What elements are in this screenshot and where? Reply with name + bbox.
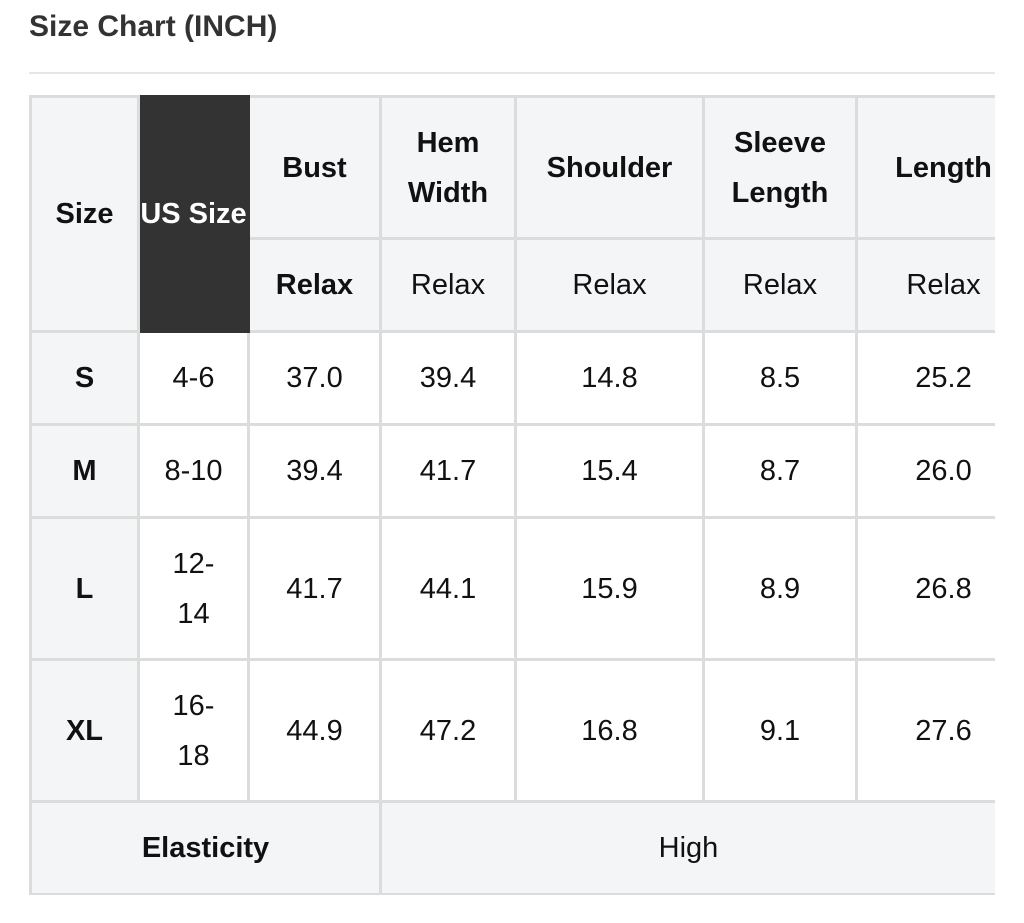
- value-cell: 37.0: [247, 330, 382, 426]
- divider: [29, 72, 995, 74]
- value-cell: 15.9: [514, 516, 705, 661]
- size-chart-table: Size US Size Bust Hem Width Shoulder Sle…: [29, 95, 995, 895]
- header-hem-width: Hem Width: [379, 95, 517, 240]
- size-cell: XL: [29, 658, 140, 803]
- size-cell: S: [29, 330, 140, 426]
- fit-length: Relax: [855, 237, 995, 333]
- table-row: M 8-10 39.4 41.7 15.4 8.7 26.0: [29, 423, 995, 519]
- value-cell: 9.1: [702, 658, 858, 803]
- value-cell: 8.5: [702, 330, 858, 426]
- value-cell: 47.2: [379, 658, 517, 803]
- fit-hem-width: Relax: [379, 237, 517, 333]
- header-length: Length: [855, 95, 995, 240]
- table-row: L 12-14 41.7 44.1 15.9 8.9 26.8: [29, 516, 995, 661]
- us-size-cell: 8-10: [137, 423, 250, 519]
- value-cell: 8.7: [702, 423, 858, 519]
- value-cell: 39.4: [247, 423, 382, 519]
- value-cell: 41.7: [247, 516, 382, 661]
- table-row: S 4-6 37.0 39.4 14.8 8.5 25.2: [29, 330, 995, 426]
- size-cell: L: [29, 516, 140, 661]
- elasticity-row: Elasticity High: [29, 800, 995, 895]
- fit-sleeve-length: Relax: [702, 237, 858, 333]
- header-size: Size: [29, 95, 140, 333]
- value-cell: 26.8: [855, 516, 995, 661]
- us-size-cell: 4-6: [137, 330, 250, 426]
- value-cell: 8.9: [702, 516, 858, 661]
- us-size-cell: 16-18: [137, 658, 250, 803]
- value-cell: 44.9: [247, 658, 382, 803]
- size-cell: M: [29, 423, 140, 519]
- fit-bust: Relax: [247, 237, 382, 333]
- value-cell: 14.8: [514, 330, 705, 426]
- header-sleeve-length: Sleeve Length: [702, 95, 858, 240]
- value-cell: 16.8: [514, 658, 705, 803]
- header-bust: Bust: [247, 95, 382, 240]
- table-row: XL 16-18 44.9 47.2 16.8 9.1 27.6: [29, 658, 995, 803]
- header-shoulder: Shoulder: [514, 95, 705, 240]
- fit-shoulder: Relax: [514, 237, 705, 333]
- elasticity-value: High: [379, 800, 995, 895]
- header-us-size: US Size: [137, 95, 250, 333]
- value-cell: 26.0: [855, 423, 995, 519]
- value-cell: 39.4: [379, 330, 517, 426]
- value-cell: 41.7: [379, 423, 517, 519]
- value-cell: 44.1: [379, 516, 517, 661]
- value-cell: 15.4: [514, 423, 705, 519]
- value-cell: 25.2: [855, 330, 995, 426]
- page-title: Size Chart (INCH): [29, 10, 278, 43]
- value-cell: 27.6: [855, 658, 995, 803]
- us-size-cell: 12-14: [137, 516, 250, 661]
- elasticity-label: Elasticity: [29, 800, 382, 895]
